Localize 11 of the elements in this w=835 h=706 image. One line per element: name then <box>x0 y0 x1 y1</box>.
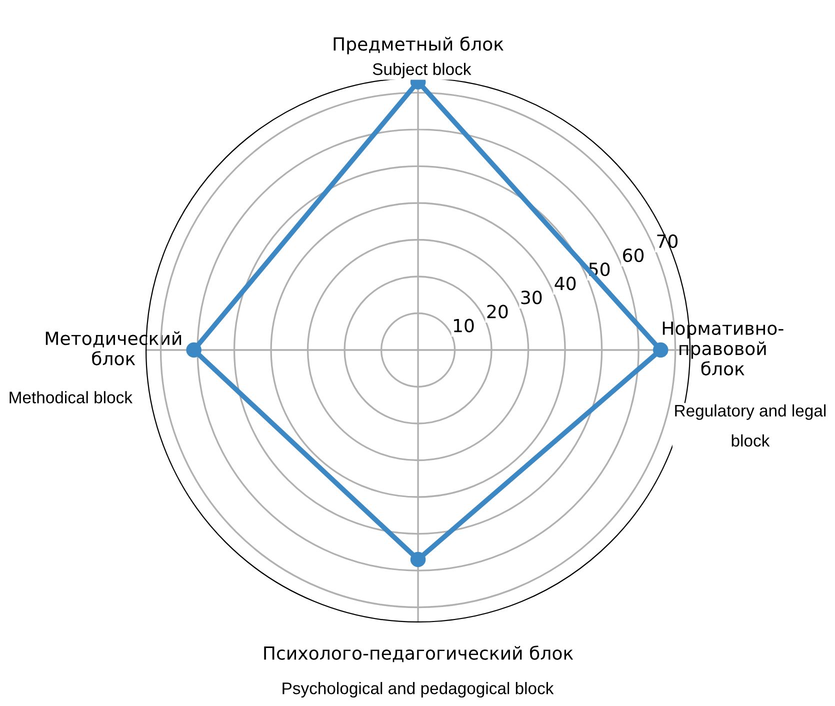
text: Psychological and pedagogical block <box>282 682 554 698</box>
spoke-label: Психолого-педагогический блок <box>264 646 574 662</box>
spoke-label: Предметный блок <box>334 36 504 54</box>
y-tick-label: 30 <box>521 290 542 304</box>
text: Subject block <box>372 62 472 78</box>
y-tick-label: 10 <box>454 318 474 332</box>
y-tick-label: 20 <box>487 304 508 318</box>
y-tick-label: 60 <box>623 248 644 262</box>
text: Methodical block <box>10 391 133 404</box>
y-tick-label: 40 <box>554 276 576 290</box>
text: Regulatory and legal block <box>675 404 826 447</box>
